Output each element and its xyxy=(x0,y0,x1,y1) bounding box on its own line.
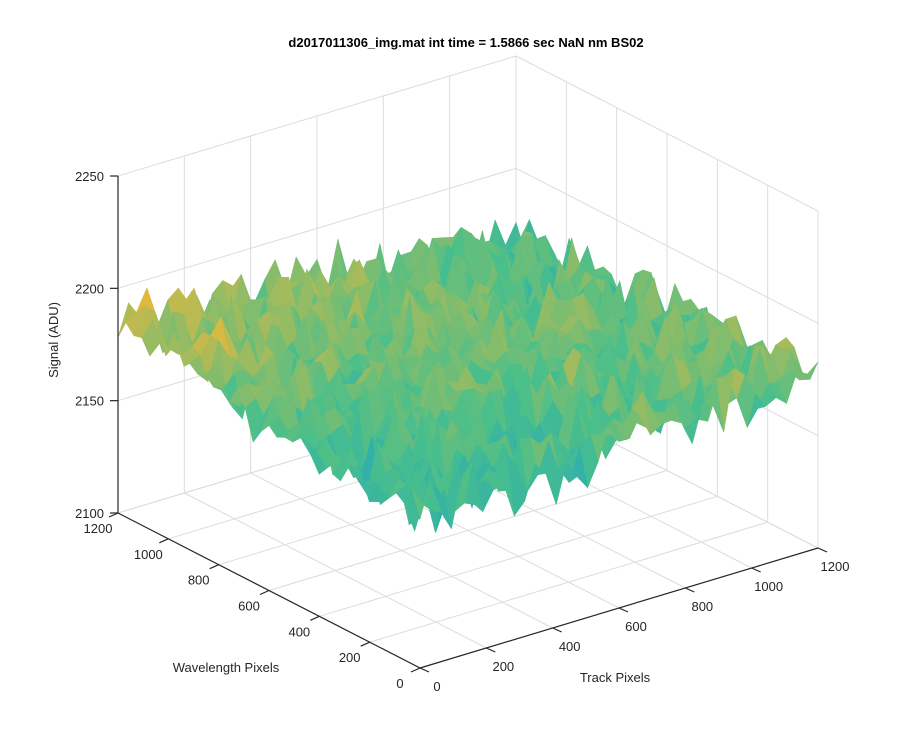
x-tick-label: 400 xyxy=(559,639,581,654)
chart-title: d2017011306_img.mat int time = 1.5866 se… xyxy=(288,35,643,50)
surface-patch xyxy=(411,481,431,521)
y-tick xyxy=(108,512,119,518)
x-tick-label: 0 xyxy=(433,679,440,694)
grid-line xyxy=(515,55,819,212)
x-tick xyxy=(751,567,761,573)
grid-line xyxy=(319,495,718,617)
x-tick xyxy=(486,647,496,653)
y-tick xyxy=(360,641,370,647)
y-tick-label: 200 xyxy=(339,650,361,665)
x-tick xyxy=(618,607,629,613)
z-tick-label: 2200 xyxy=(75,281,104,296)
y-tick xyxy=(259,589,270,596)
z-axis-label: Signal (ADU) xyxy=(46,302,61,378)
grid-line xyxy=(117,167,517,289)
axes-lines xyxy=(108,175,828,673)
x-tick-label: 1200 xyxy=(821,559,850,574)
x-tick-label: 200 xyxy=(492,659,514,674)
grid-line xyxy=(268,470,668,591)
x-tick xyxy=(817,547,828,553)
grid-line xyxy=(369,521,768,643)
y-tick xyxy=(159,538,169,544)
x-tick-label: 1000 xyxy=(754,579,783,594)
y-tick xyxy=(209,564,219,570)
y-tick-label: 600 xyxy=(238,599,260,614)
surface-mesh xyxy=(117,219,819,533)
y-tick-label: 400 xyxy=(288,624,310,639)
z-tick-label: 2100 xyxy=(75,506,104,521)
x-tick xyxy=(552,627,562,633)
y-tick xyxy=(310,615,320,621)
x-tick-label: 600 xyxy=(625,619,647,634)
grid-line xyxy=(515,167,819,324)
y-tick-label: 800 xyxy=(188,573,210,588)
y-tick-label: 1200 xyxy=(84,521,113,536)
z-tick-label: 2150 xyxy=(75,394,104,409)
tick-labels: 0 200 400 600 800 1000 1200 0 200 400 600 800 1000 12… xyxy=(75,169,849,694)
y-axis-label: Wavelength Pixels xyxy=(173,660,280,675)
y-tick-label: 1000 xyxy=(134,547,163,562)
x-axis-label: Track Pixels xyxy=(580,670,651,685)
y-tick xyxy=(410,667,421,673)
x-tick xyxy=(685,587,695,593)
grid-line xyxy=(117,55,517,177)
z-tick-label: 2250 xyxy=(75,169,104,184)
y-tick-label: 0 xyxy=(396,676,403,691)
x-tick xyxy=(419,667,430,673)
x-tick-label: 800 xyxy=(691,599,713,614)
